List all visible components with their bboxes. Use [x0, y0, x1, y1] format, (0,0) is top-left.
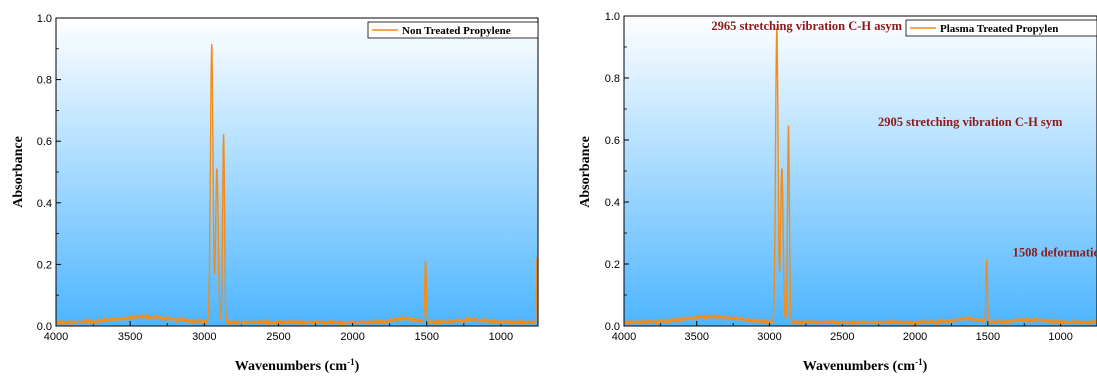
- legend: Plasma Treated Propylen: [905, 19, 1097, 37]
- x-tick-label: 1500: [976, 331, 1000, 343]
- y-tick-label: 0.4: [37, 198, 52, 210]
- legend: Non Treated Propylene: [367, 21, 539, 39]
- peak-annotation: 1508 deformation vibration C-H: [1013, 245, 1097, 259]
- x-axis-title-main: Wavenumbers (cm: [803, 359, 916, 374]
- y-axis: 0.0 0.2 0.4 0.6 0.8 1.0: [605, 11, 629, 333]
- x-tick-label: 2000: [340, 331, 364, 343]
- x-tick-label: 1500: [415, 331, 439, 343]
- y-tick-label: 0.2: [605, 259, 620, 271]
- x-axis-title-sup: -1: [347, 357, 355, 367]
- x-axis-title-end: ): [355, 359, 360, 374]
- series-line-plasma-treated: [624, 27, 1097, 326]
- y-tick-label: 0.8: [605, 73, 620, 85]
- y-tick-label: 0.0: [605, 321, 620, 333]
- x-axis: 4000 3500 3000 2500 2000 1500 1000: [612, 321, 1073, 343]
- chart-non-treated: 0.0 0.2 0.4 0.6 0.8 1.0 4000 3500 3000 2500 2000 1…: [11, 13, 539, 374]
- legend-label: Plasma Treated Propylen: [940, 23, 1058, 35]
- y-tick-label: 1.0: [37, 13, 52, 25]
- x-tick-label: 3000: [192, 331, 216, 343]
- x-tick-label: 4000: [44, 331, 68, 343]
- x-axis-title-main: Wavenumbers (cm: [235, 359, 348, 374]
- plot-area: [624, 16, 1097, 326]
- x-tick-label: 2000: [903, 331, 927, 343]
- y-axis-title: Absorbance: [11, 136, 26, 208]
- x-axis-title-end: ): [923, 359, 928, 374]
- series-line-non-treated: [56, 43, 538, 326]
- legend-label: Non Treated Propylene: [402, 25, 511, 37]
- plot-frame: [623, 15, 1097, 327]
- chart-plasma-treated: 0.0 0.2 0.4 0.6 0.8 1.0 4000 3500 3000 2500 2000 1…: [578, 11, 1097, 374]
- peak-annotation: 2905 stretching vibration C-H sym: [878, 115, 1063, 129]
- peak-annotation: 2965 stretching vibration C-H asym: [711, 19, 902, 33]
- plot-frame: [55, 17, 539, 327]
- y-tick-label: 1.0: [605, 11, 620, 23]
- y-tick-label: 0.0: [37, 321, 52, 333]
- x-tick-label: 4000: [612, 331, 636, 343]
- y-axis-title: Absorbance: [578, 136, 593, 208]
- y-tick-label: 0.4: [605, 197, 620, 209]
- x-tick-label: 2500: [266, 331, 290, 343]
- y-tick-label: 0.8: [37, 75, 52, 87]
- y-tick-label: 0.2: [37, 259, 52, 271]
- x-tick-label: 1000: [1048, 331, 1072, 343]
- x-tick-label: 2500: [830, 331, 854, 343]
- y-tick-label: 0.6: [605, 135, 620, 147]
- x-axis-title-sup: -1: [915, 357, 923, 367]
- x-axis: 4000 3500 3000 2500 2000 1500 1000: [44, 321, 513, 343]
- x-tick-label: 3500: [118, 331, 142, 343]
- y-axis: 0.0 0.2 0.4 0.6 0.8 1.0: [37, 13, 61, 333]
- x-tick-label: 3500: [685, 331, 709, 343]
- x-tick-label: 1000: [489, 331, 513, 343]
- plot-area: [56, 18, 538, 326]
- x-axis-title: Wavenumbers (cm-1): [803, 357, 928, 374]
- legend-box: [905, 19, 1097, 37]
- x-tick-label: 3000: [757, 331, 781, 343]
- annotations: 2965 stretching vibration C-H asym 2905 s…: [711, 19, 1097, 259]
- legend-box: [367, 21, 539, 39]
- y-tick-label: 0.6: [37, 136, 52, 148]
- x-axis-title: Wavenumbers (cm-1): [235, 357, 360, 374]
